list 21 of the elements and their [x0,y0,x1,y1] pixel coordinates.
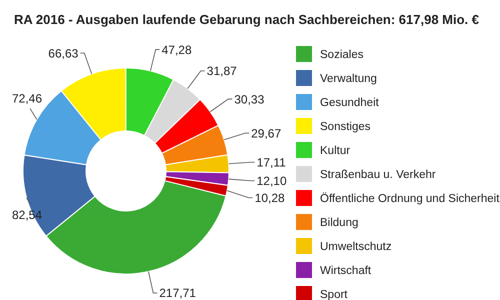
legend-label: Kultur [320,145,350,158]
data-label: 47,28 [162,42,192,57]
legend-label: Verwaltung [320,73,377,86]
legend-label: Sonstiges [320,121,371,134]
legend-label: Wirtschaft [320,265,372,278]
data-label: 17,11 [256,155,286,170]
legend-label: Straßenbau u. Verkehr [320,169,436,182]
data-label: 30,33 [234,92,265,106]
data-label: 72,46 [12,92,42,106]
legend-label: Umweltschutz [320,241,392,254]
chart-title: RA 2016 - Ausgaben laufende Gebarung nach Sachbereichen: 617,98 Mio. € [14,12,480,27]
legend-label: Öffentliche Ordnung und Sicherheit [320,192,500,206]
legend-label: Soziales [320,49,364,62]
data-label: 66,63 [48,46,79,60]
data-label: 10,28 [254,190,286,205]
data-label: 31,87 [206,64,238,78]
data-label: 12,10 [256,174,287,188]
legend-label: Gesundheit [320,97,380,110]
legend-label: Bildung [320,217,358,230]
data-label: 217,71 [159,286,196,300]
data-label: 29,67 [251,126,282,140]
